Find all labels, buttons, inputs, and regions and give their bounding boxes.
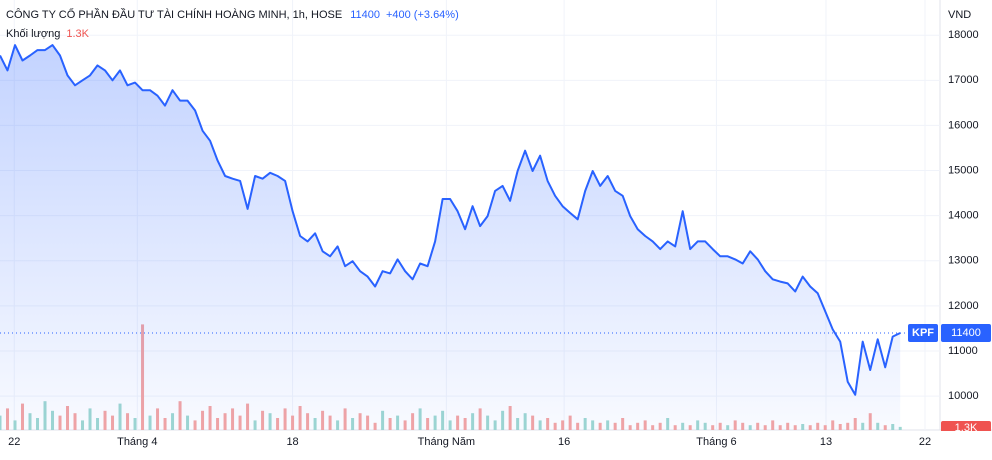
axis-mask: [0, 431, 992, 455]
x-tick-label: 22: [8, 436, 20, 448]
x-tick-label: Tháng 4: [117, 436, 157, 448]
y-tick-label: 16000: [948, 119, 979, 131]
y-tick-label: 12000: [948, 300, 979, 312]
header-change: +400 (+3.64%): [386, 9, 459, 21]
header-price: 11400: [350, 9, 380, 21]
y-tick-label: 17000: [948, 74, 979, 86]
series-tag: [908, 323, 938, 342]
y-tick-label: 10000: [948, 390, 979, 402]
price-tag-label: 11400: [951, 327, 981, 339]
y-tick-label: 15000: [948, 164, 979, 176]
price-line: [0, 44, 901, 396]
volume-tag-label: 1.3K: [955, 422, 978, 434]
price-area: [0, 45, 901, 430]
header-title: CÔNG TY CỔ PHẦN ĐẦU TƯ TÀI CHÍNH HOÀNG M…: [6, 8, 342, 21]
x-tick-label: 13: [820, 436, 832, 448]
y-tick-label: 18000: [948, 29, 979, 41]
y-tick-label: 14000: [948, 210, 979, 222]
x-tick-label: 16: [558, 436, 570, 448]
x-tick-label: 18: [286, 436, 298, 448]
x-tick-label: Tháng 6: [696, 436, 736, 448]
y-tick-label: 13000: [948, 255, 979, 267]
y-tick-label: 11000: [948, 345, 978, 357]
y-axis-label: VND: [948, 9, 971, 21]
volume-label: Khối lượng: [6, 28, 60, 40]
price-tag: [941, 323, 991, 342]
series-name: KPF: [912, 327, 934, 339]
volume-value: 1.3K: [66, 28, 89, 40]
x-tick-label: 22: [919, 436, 931, 448]
volume-bar: [898, 426, 902, 430]
x-tick-label: Tháng Năm: [418, 436, 475, 448]
